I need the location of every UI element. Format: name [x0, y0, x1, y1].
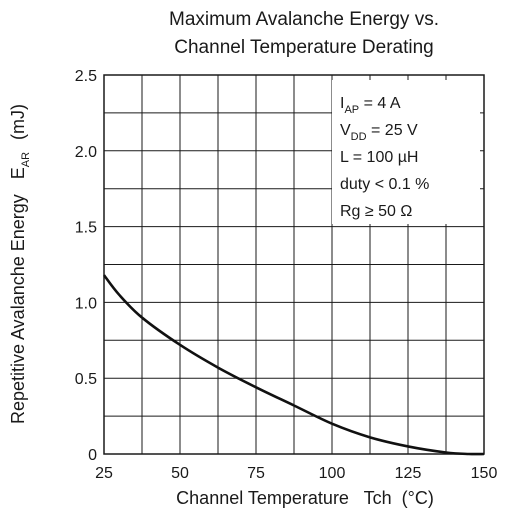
x-axis-label: Channel Temperature Tch (°C)	[176, 488, 434, 508]
y-tick-label: 1.5	[75, 220, 97, 237]
y-tick-label: 0.5	[75, 371, 97, 388]
x-tick-label: 75	[247, 465, 265, 482]
y-tick-label: 2.5	[75, 68, 97, 85]
x-tick-label: 50	[171, 465, 189, 482]
condition-line: Rg ≥ 50 Ω	[340, 203, 412, 220]
plot-frame	[103, 74, 485, 455]
y-tick-label: 0	[88, 447, 97, 464]
condition-line: L = 100 µH	[340, 149, 418, 166]
conditions-background	[332, 80, 480, 224]
x-tick-label: 25	[95, 465, 113, 482]
tick-labels: 25 50 75 100 125 150 0 0.5 1.0 1.5 2.0 2.5	[75, 68, 498, 482]
condition-line: IAP = 4 A	[340, 95, 401, 116]
x-tick-label: 125	[395, 465, 422, 482]
y-axis-label: Repetitive Avalanche Energy EAR (mJ)	[8, 104, 32, 424]
y-axis-label-main: Repetitive Avalanche Energy E	[8, 167, 28, 424]
y-tick-label: 1.0	[75, 295, 97, 312]
chart-title-line1: Maximum Avalanche Energy vs.	[169, 9, 439, 30]
series-line	[102, 274, 485, 456]
x-tick-label: 100	[319, 465, 346, 482]
y-axis-label-sub: AR	[20, 152, 32, 167]
y-tick-label: 2.0	[75, 144, 97, 161]
condition-line: duty < 0.1 %	[340, 176, 429, 193]
condition-line: VDD = 25 V	[340, 122, 418, 143]
conditions-box: IAP = 4 A VDD = 25 V L = 100 µH duty < 0.1 …	[332, 80, 480, 224]
chart-title-line2: Channel Temperature Derating	[174, 37, 433, 58]
y-axis-label-unit: (mJ)	[8, 104, 28, 140]
x-tick-label: 150	[471, 465, 498, 482]
